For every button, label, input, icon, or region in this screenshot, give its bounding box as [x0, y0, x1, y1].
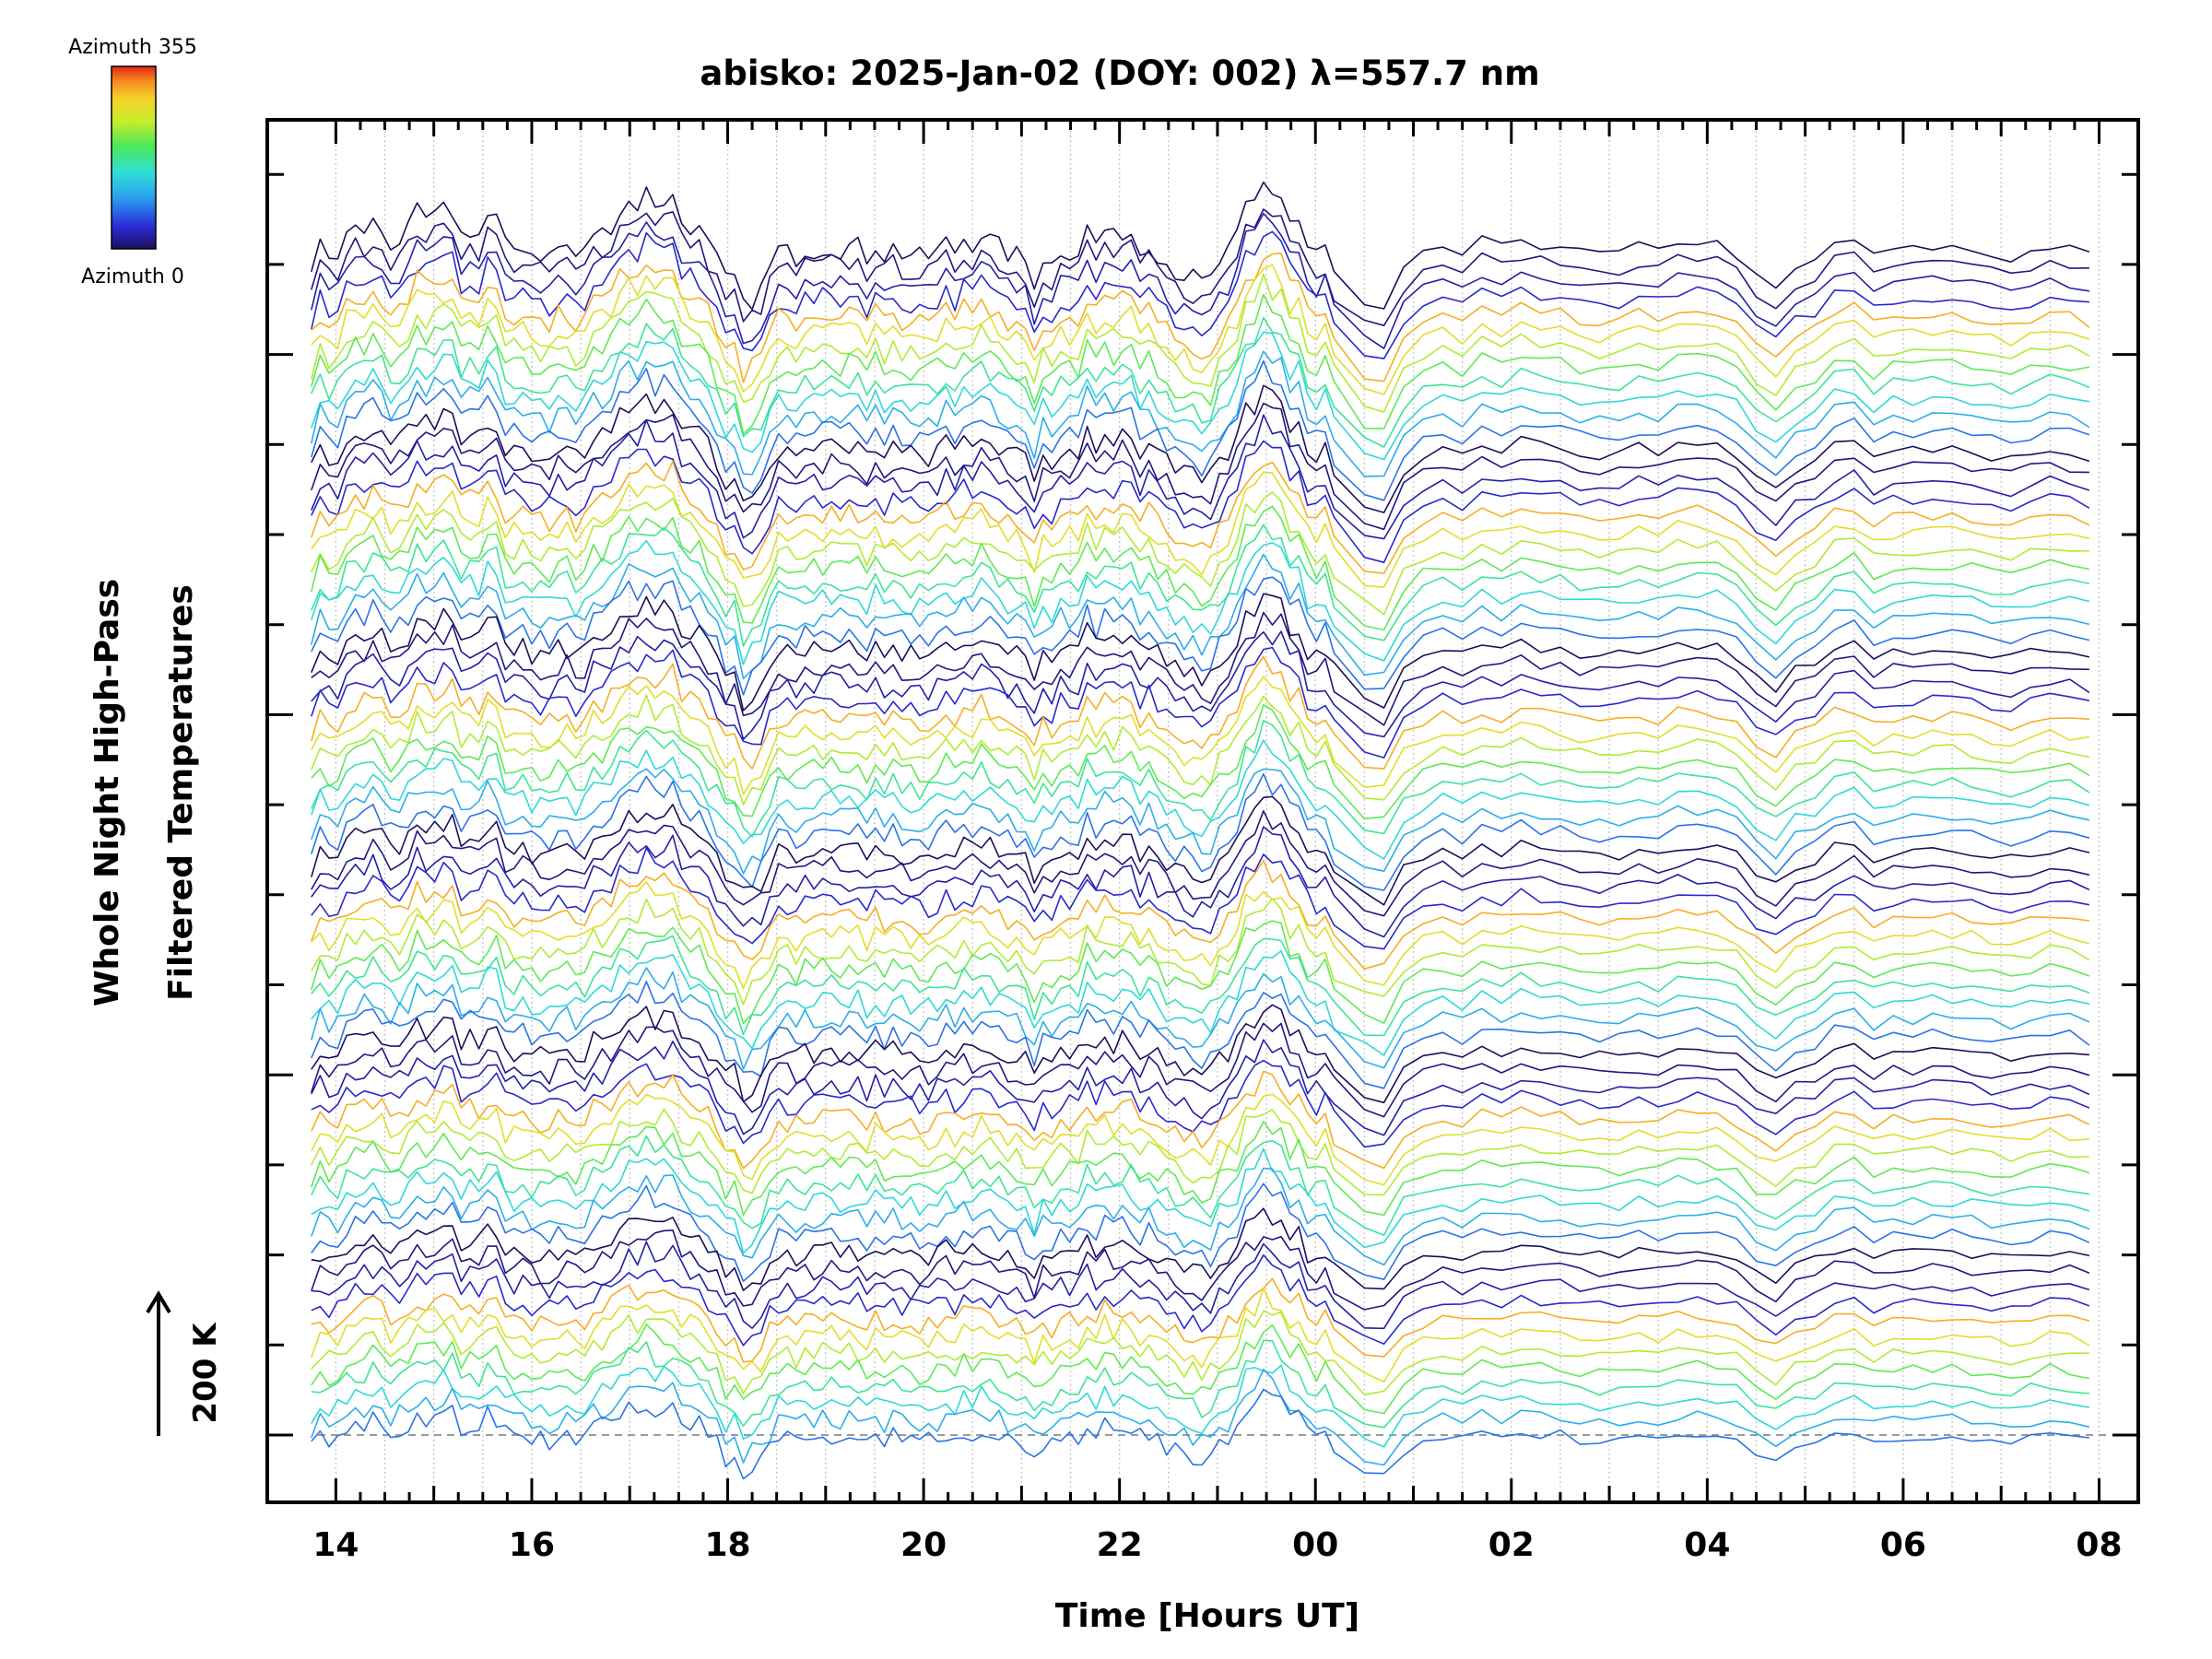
x-tick-labels: 14 16 18 20 22 00 02 04 06 08: [312, 1526, 2122, 1564]
trace-line: [311, 847, 2090, 950]
trace-line: [311, 331, 2090, 461]
x-tick-label: 14: [312, 1526, 359, 1564]
trace-line: [311, 1339, 2089, 1429]
colorbar-top-label: Azimuth 355: [68, 36, 197, 59]
trace-line: [311, 208, 2089, 326]
trace-line: [311, 920, 2090, 1025]
trace-line: [311, 1004, 2089, 1104]
x-tick-label: 16: [509, 1526, 555, 1564]
trace-line: [311, 1277, 2090, 1363]
trace-line: [311, 471, 2090, 588]
trace-line: [311, 414, 2090, 540]
trace-line: [311, 1388, 2089, 1480]
trace-line: [311, 505, 2090, 631]
colorbar-bottom-label: Azimuth 0: [81, 265, 184, 288]
x-tick-label: 06: [1880, 1526, 1926, 1564]
trace-line: [311, 553, 2090, 680]
trace-line: [311, 359, 2090, 501]
x-tick-label: 08: [2076, 1526, 2122, 1564]
trace-line: [311, 1310, 2089, 1396]
trace-line: [311, 611, 2089, 726]
trace-line: [311, 1287, 2090, 1383]
x-tick-label: 04: [1684, 1526, 1730, 1564]
trace-line: [311, 826, 2090, 938]
trace-line: [311, 1241, 2090, 1330]
trace-line: [311, 1039, 2090, 1136]
trace-line: [311, 402, 2089, 531]
trace-line: [311, 704, 2090, 820]
trace-line: [311, 1059, 2090, 1148]
trace-line: [311, 1253, 2090, 1347]
axes-frame: [265, 118, 2140, 1504]
trace-line: [311, 1070, 2090, 1170]
trace-line: [311, 935, 2090, 1037]
trace-line: [311, 694, 2090, 806]
scale-bar: 200 K: [146, 1290, 224, 1436]
trace-line: [311, 593, 2090, 712]
trace-line: [311, 1182, 2090, 1282]
trace-line: [311, 1135, 2090, 1237]
trace-line: [311, 1147, 2090, 1254]
trace-line: [311, 720, 2090, 838]
y-axis-label-line2: Filtered Temperatures: [162, 584, 200, 1001]
trace-line: [311, 212, 2090, 349]
scale-bar-label: 200 K: [187, 1322, 224, 1424]
trace-line: [311, 384, 2090, 513]
trace-line: [311, 676, 2090, 795]
trace-line: [311, 646, 2090, 759]
trace-line: [311, 576, 2090, 696]
trace-line: [311, 1364, 2090, 1448]
trace-line: [311, 1167, 2090, 1266]
x-tick-label: 00: [1292, 1526, 1338, 1564]
trace-line: [311, 810, 2090, 917]
trace-line: [311, 1324, 2090, 1415]
trace-line: [311, 967, 2090, 1070]
trace-line: [311, 264, 2090, 395]
trace-line: [311, 491, 2089, 616]
trace-line: [311, 768, 2090, 875]
trace-line: [311, 273, 2090, 413]
trace-line: [311, 1093, 2089, 1186]
trace-line: [311, 230, 2089, 359]
trace-line: [311, 981, 2090, 1089]
trace-line: [311, 950, 2090, 1056]
trace-line: [311, 1207, 2090, 1291]
trace-line: [311, 293, 2090, 435]
trace-line: [311, 897, 2090, 1006]
vertical-grid: [335, 122, 2100, 1500]
x-tick-label: 02: [1488, 1526, 1535, 1564]
trace-line: [311, 859, 2090, 970]
trace-line: [311, 539, 2090, 665]
x-tick-label: 22: [1097, 1526, 1143, 1564]
trace-line: [311, 772, 2090, 891]
trace-line: [311, 739, 2090, 860]
trace-line: [311, 440, 2090, 563]
trace-line: [311, 350, 2090, 477]
trace-line: [311, 524, 2090, 647]
trace-line: [311, 1230, 2090, 1311]
trace-line: [311, 795, 2090, 906]
x-tick-label: 20: [900, 1526, 947, 1564]
y-axis-label-line1: Whole Night High-Pass: [88, 579, 126, 1006]
trace-line: [311, 1368, 2090, 1466]
plot-frame: [265, 118, 2140, 1504]
trace-line: [311, 1121, 2090, 1217]
trace-lines: [311, 181, 2090, 1480]
x-tick-label: 18: [704, 1526, 750, 1564]
trace-line: [311, 1108, 2089, 1196]
trace-line: [311, 181, 2090, 311]
trace-line: [311, 881, 2090, 990]
x-axis-label: Time [Hours UT]: [1055, 1597, 1359, 1635]
scale-arrowhead: [146, 1290, 171, 1314]
chart-title: abisko: 2025-Jan-02 (DOY: 002) λ=557.7 n…: [700, 53, 1539, 93]
trace-line: [311, 630, 2090, 740]
trace-line: [311, 316, 2090, 448]
colorbar: [111, 65, 157, 250]
trace-line: [311, 1022, 2090, 1118]
trace-line: [311, 460, 2090, 574]
